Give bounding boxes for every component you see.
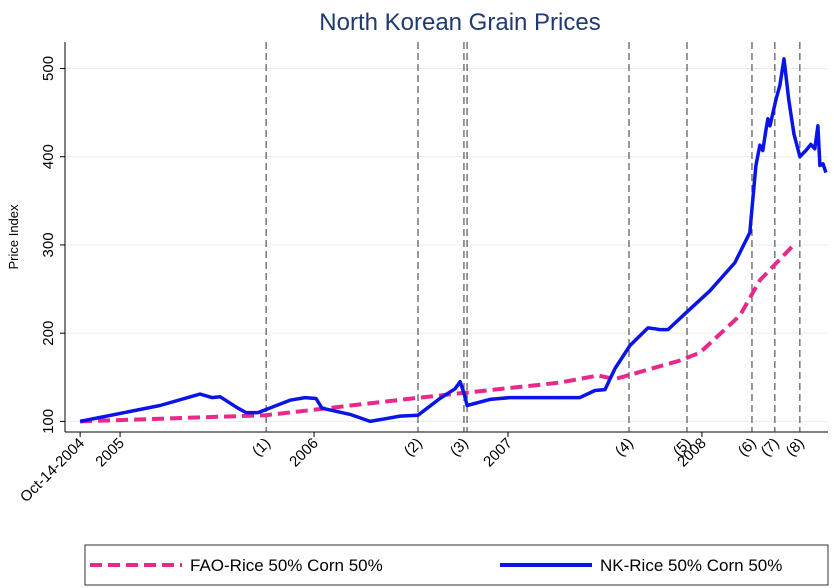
x-tick-label: 2006 <box>286 435 322 471</box>
event-label: (3) <box>447 435 472 460</box>
line-series <box>79 57 828 424</box>
x-tick-label: 2005 <box>92 435 128 471</box>
x-tick-label: Oct-14-2004 <box>17 435 88 506</box>
y-tick-label: 100 <box>40 409 57 434</box>
x-tick-label: 2007 <box>480 435 516 471</box>
event-label: (8) <box>783 435 808 460</box>
chart-title: North Korean Grain Prices <box>319 9 600 36</box>
event-label: (4) <box>612 435 637 460</box>
legend-label: FAO-Rice 50% Corn 50% <box>190 556 383 575</box>
event-label: (7) <box>758 435 783 460</box>
event-label: (1) <box>249 435 274 460</box>
line-series <box>80 244 795 424</box>
legend-label: NK-Rice 50% Corn 50% <box>600 556 782 575</box>
y-tick-label: 300 <box>40 232 57 257</box>
y-tick-label: 500 <box>40 56 57 81</box>
y-tick-label: 200 <box>40 321 57 346</box>
event-label: (6) <box>735 435 760 460</box>
y-tick-label: 400 <box>40 144 57 169</box>
event-label: (2) <box>401 435 426 460</box>
legend-box <box>84 544 829 586</box>
y-axis-label: Price Index <box>6 204 21 270</box>
